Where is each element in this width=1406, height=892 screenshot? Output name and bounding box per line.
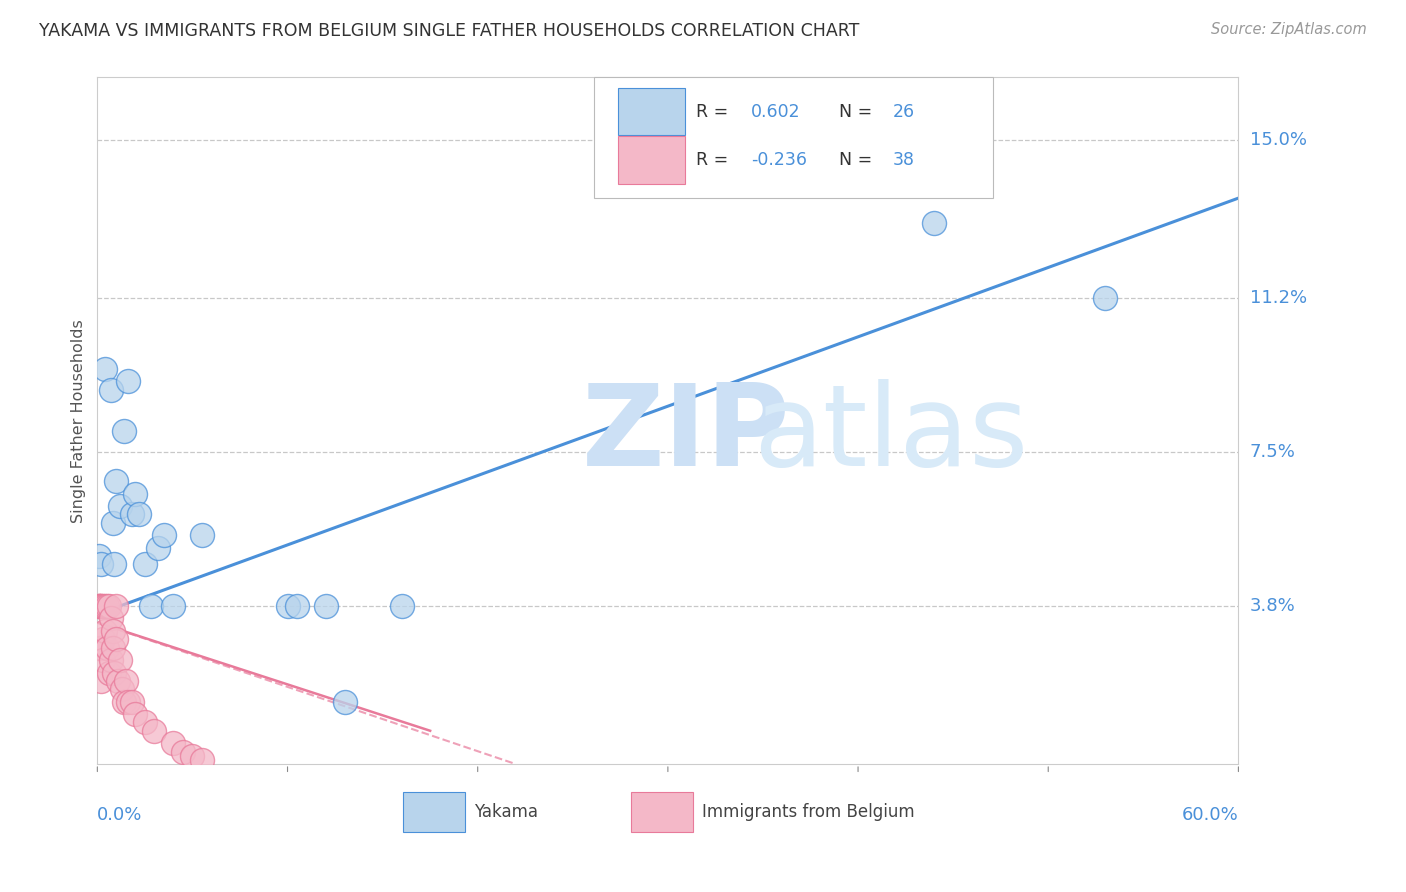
Text: R =: R = — [696, 103, 734, 120]
Point — [148, 541, 170, 555]
Point — [94, 599, 117, 613]
Point — [97, 665, 120, 680]
Text: 3.8%: 3.8% — [1250, 597, 1295, 615]
Point — [153, 528, 176, 542]
Point — [101, 516, 124, 530]
Point — [103, 558, 125, 572]
Point — [101, 640, 124, 655]
Point — [90, 640, 112, 655]
Text: Source: ZipAtlas.com: Source: ZipAtlas.com — [1211, 22, 1367, 37]
Point — [101, 624, 124, 638]
Point — [89, 599, 111, 613]
Point — [139, 599, 162, 613]
Point — [112, 695, 135, 709]
Point — [96, 599, 118, 613]
Point — [89, 640, 111, 655]
Point — [100, 611, 122, 625]
Point — [100, 653, 122, 667]
Point — [124, 707, 146, 722]
Point — [134, 558, 156, 572]
Text: 26: 26 — [893, 103, 915, 120]
Point — [391, 599, 413, 613]
Text: 38: 38 — [893, 151, 915, 169]
Point — [90, 599, 112, 613]
FancyBboxPatch shape — [593, 78, 993, 198]
Point — [191, 753, 214, 767]
Text: R =: R = — [696, 151, 734, 169]
Point — [111, 682, 134, 697]
Point — [89, 549, 111, 563]
Point — [108, 499, 131, 513]
Point — [128, 508, 150, 522]
Point — [96, 640, 118, 655]
Point — [134, 715, 156, 730]
Point — [105, 474, 128, 488]
Point — [90, 558, 112, 572]
Point — [94, 361, 117, 376]
Text: 7.5%: 7.5% — [1250, 443, 1295, 461]
Point — [89, 599, 111, 613]
Y-axis label: Single Father Households: Single Father Households — [72, 318, 86, 523]
Point — [333, 695, 356, 709]
Text: N =: N = — [839, 151, 877, 169]
Point — [115, 673, 138, 688]
Point — [108, 653, 131, 667]
Text: 60.0%: 60.0% — [1181, 805, 1239, 823]
Text: ZIP: ZIP — [582, 379, 790, 490]
Text: Immigrants from Belgium: Immigrants from Belgium — [702, 803, 915, 822]
Point — [124, 486, 146, 500]
Point — [181, 748, 204, 763]
Point — [91, 599, 114, 613]
Point — [162, 736, 184, 750]
Point — [89, 599, 111, 613]
Point — [143, 723, 166, 738]
Point — [97, 599, 120, 613]
FancyBboxPatch shape — [404, 792, 465, 832]
Text: 15.0%: 15.0% — [1250, 131, 1306, 149]
Point — [105, 632, 128, 647]
Point — [121, 695, 143, 709]
Point — [91, 632, 114, 647]
Point — [121, 508, 143, 522]
Text: YAKAMA VS IMMIGRANTS FROM BELGIUM SINGLE FATHER HOUSEHOLDS CORRELATION CHART: YAKAMA VS IMMIGRANTS FROM BELGIUM SINGLE… — [39, 22, 859, 40]
Point — [103, 665, 125, 680]
Text: Yakama: Yakama — [474, 803, 538, 822]
Point — [107, 673, 129, 688]
Point — [105, 599, 128, 613]
Point — [100, 383, 122, 397]
Text: -0.236: -0.236 — [751, 151, 807, 169]
FancyBboxPatch shape — [617, 88, 685, 136]
Text: 0.602: 0.602 — [751, 103, 801, 120]
Point — [162, 599, 184, 613]
Point — [90, 599, 112, 613]
Point — [276, 599, 298, 613]
Text: 11.2%: 11.2% — [1250, 289, 1306, 307]
Point — [172, 745, 194, 759]
Point — [94, 624, 117, 638]
Text: atlas: atlas — [754, 379, 1029, 490]
Text: 0.0%: 0.0% — [97, 805, 143, 823]
Text: N =: N = — [839, 103, 877, 120]
Point — [112, 424, 135, 438]
Point — [90, 673, 112, 688]
Point — [117, 374, 139, 388]
Point — [191, 528, 214, 542]
Point — [91, 653, 114, 667]
FancyBboxPatch shape — [617, 136, 685, 184]
FancyBboxPatch shape — [631, 792, 693, 832]
Point — [922, 216, 945, 230]
Point — [1094, 291, 1116, 305]
Point — [315, 599, 337, 613]
Point — [117, 695, 139, 709]
Point — [285, 599, 308, 613]
